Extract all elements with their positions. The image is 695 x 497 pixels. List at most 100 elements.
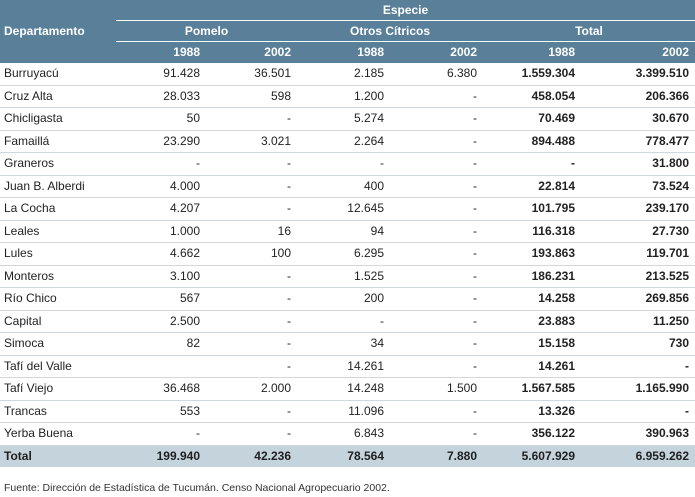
- table-cell: 13.326: [483, 400, 581, 423]
- table-cell: 27.730: [581, 220, 695, 243]
- row-label: Tafí del Valle: [0, 355, 116, 378]
- table-cell: -: [297, 310, 390, 333]
- table-row: Burruyacú 91.428 36.501 2.185 6.380 1.559.304…: [0, 63, 695, 86]
- table-cell: 22.814: [483, 175, 581, 198]
- table-cell: 4.662: [116, 242, 206, 266]
- table-cell: 28.033: [116, 85, 206, 108]
- table-cell: -: [390, 332, 483, 356]
- table-cell: 3.100: [116, 265, 206, 288]
- row-label: Leales: [0, 220, 116, 243]
- table-row: Lules 4.662 100 6.295-193.863 119.701: [0, 242, 695, 266]
- total-cell: 5.607.929: [483, 445, 581, 467]
- table-cell: -: [390, 355, 483, 378]
- table-cell: -: [206, 287, 297, 311]
- table-cell: 553: [116, 400, 206, 423]
- table-cell: -: [206, 310, 297, 333]
- table-cell: 3.021: [206, 130, 297, 153]
- table-cell: 894.488: [483, 130, 581, 153]
- table-cell: 5.274: [297, 107, 390, 131]
- table-cell: 1.559.304: [483, 63, 581, 86]
- table-cell: 16: [206, 220, 297, 243]
- table-cell: 2.500: [116, 310, 206, 333]
- row-label: Monteros: [0, 265, 116, 288]
- table-row: Simoca 82-34-15.158 730: [0, 332, 695, 356]
- row-label: Río Chico: [0, 287, 116, 311]
- table-cell: 119.701: [581, 242, 695, 266]
- row-label: La Cocha: [0, 197, 116, 221]
- table-cell: -: [116, 152, 206, 176]
- table-cell: -: [297, 152, 390, 176]
- header-year: 2002: [581, 41, 695, 63]
- table-row: Juan B. Alberdi 4.000-400-22.814 73.524: [0, 175, 695, 198]
- table-cell: 116.318: [483, 220, 581, 243]
- header-departamento: Departamento: [0, 0, 116, 63]
- table-cell: 100: [206, 242, 297, 266]
- table-row: Tafí del Valle -14.261-14.261-: [0, 355, 695, 378]
- table-cell: -: [390, 197, 483, 221]
- table-header: Departamento Especie Pomelo Otros Cítric…: [0, 0, 695, 63]
- citrus-table: Departamento Especie Pomelo Otros Cítric…: [0, 0, 695, 467]
- table-cell: 101.795: [483, 197, 581, 221]
- row-label: Graneros: [0, 152, 116, 176]
- table-cell: -: [116, 422, 206, 446]
- table-row: Yerba Buena - -6.843-356.122 390.963: [0, 422, 695, 446]
- table-cell: 2.000: [206, 377, 297, 401]
- header-year: 2002: [206, 41, 297, 63]
- table-cell: 11.250: [581, 310, 695, 333]
- table-cell: 356.122: [483, 422, 581, 446]
- header-group-total: Total: [483, 20, 695, 42]
- table-cell: 34: [297, 332, 390, 356]
- table-cell: -: [390, 152, 483, 176]
- table-cell: 1.500: [390, 377, 483, 401]
- table-cell: 14.258: [483, 287, 581, 311]
- table-cell: 390.963: [581, 422, 695, 446]
- total-cell: 78.564: [297, 445, 390, 467]
- table-row: Río Chico 567-200-14.258 269.856: [0, 287, 695, 311]
- table-row: Graneros - - - - -31.800: [0, 152, 695, 176]
- row-label: Famaillá: [0, 130, 116, 153]
- header-group-otros-citricos: Otros Cítricos: [297, 20, 483, 42]
- total-cell: 42.236: [206, 445, 297, 467]
- total-label: Total: [0, 445, 116, 467]
- row-label: Trancas: [0, 400, 116, 423]
- header-year: 1988: [297, 41, 390, 63]
- table-cell: -: [483, 152, 581, 176]
- table-cell: -: [206, 355, 297, 378]
- table-cell: 91.428: [116, 63, 206, 86]
- total-cell: 7.880: [390, 445, 483, 467]
- table-cell: 3.399.510: [581, 63, 695, 86]
- total-cell: 6.959.262: [581, 445, 695, 467]
- table-cell: 598: [206, 85, 297, 108]
- table-cell: -: [206, 400, 297, 423]
- table-cell: 70.469: [483, 107, 581, 131]
- table-cell: -: [206, 422, 297, 446]
- table-cell: -: [390, 400, 483, 423]
- table-cell: -: [581, 355, 695, 378]
- table-cell: 31.800: [581, 152, 695, 176]
- table-cell: 200: [297, 287, 390, 311]
- table-cell: 6.843: [297, 422, 390, 446]
- table-cell: 730: [581, 332, 695, 356]
- table-cell: 15.158: [483, 332, 581, 356]
- table-cell: 11.096: [297, 400, 390, 423]
- table-cell: 6.295: [297, 242, 390, 266]
- table-row: Trancas 553-11.096-13.326-: [0, 400, 695, 423]
- table-row: Cruz Alta 28.033 598 1.200-458.054 206.366: [0, 85, 695, 108]
- table-cell: -: [390, 85, 483, 108]
- table-cell: -: [390, 175, 483, 198]
- table-cell: -: [390, 287, 483, 311]
- total-cell: 199.940: [116, 445, 206, 467]
- row-label: Chicligasta: [0, 107, 116, 131]
- table-row: Leales 1.000 16 94-116.318 27.730: [0, 220, 695, 243]
- table-cell: -: [390, 265, 483, 288]
- table-cell: 14.261: [483, 355, 581, 378]
- row-label: Lules: [0, 242, 116, 266]
- source-note: Fuente: Dirección de Estadística de Tucu…: [4, 482, 390, 494]
- table-cell: -: [581, 400, 695, 423]
- table-cell: -: [390, 242, 483, 266]
- table-cell: 50: [116, 107, 206, 131]
- table-cell: -: [390, 220, 483, 243]
- table-cell: -: [206, 152, 297, 176]
- table-cell: -: [206, 107, 297, 131]
- table-cell: -: [390, 130, 483, 153]
